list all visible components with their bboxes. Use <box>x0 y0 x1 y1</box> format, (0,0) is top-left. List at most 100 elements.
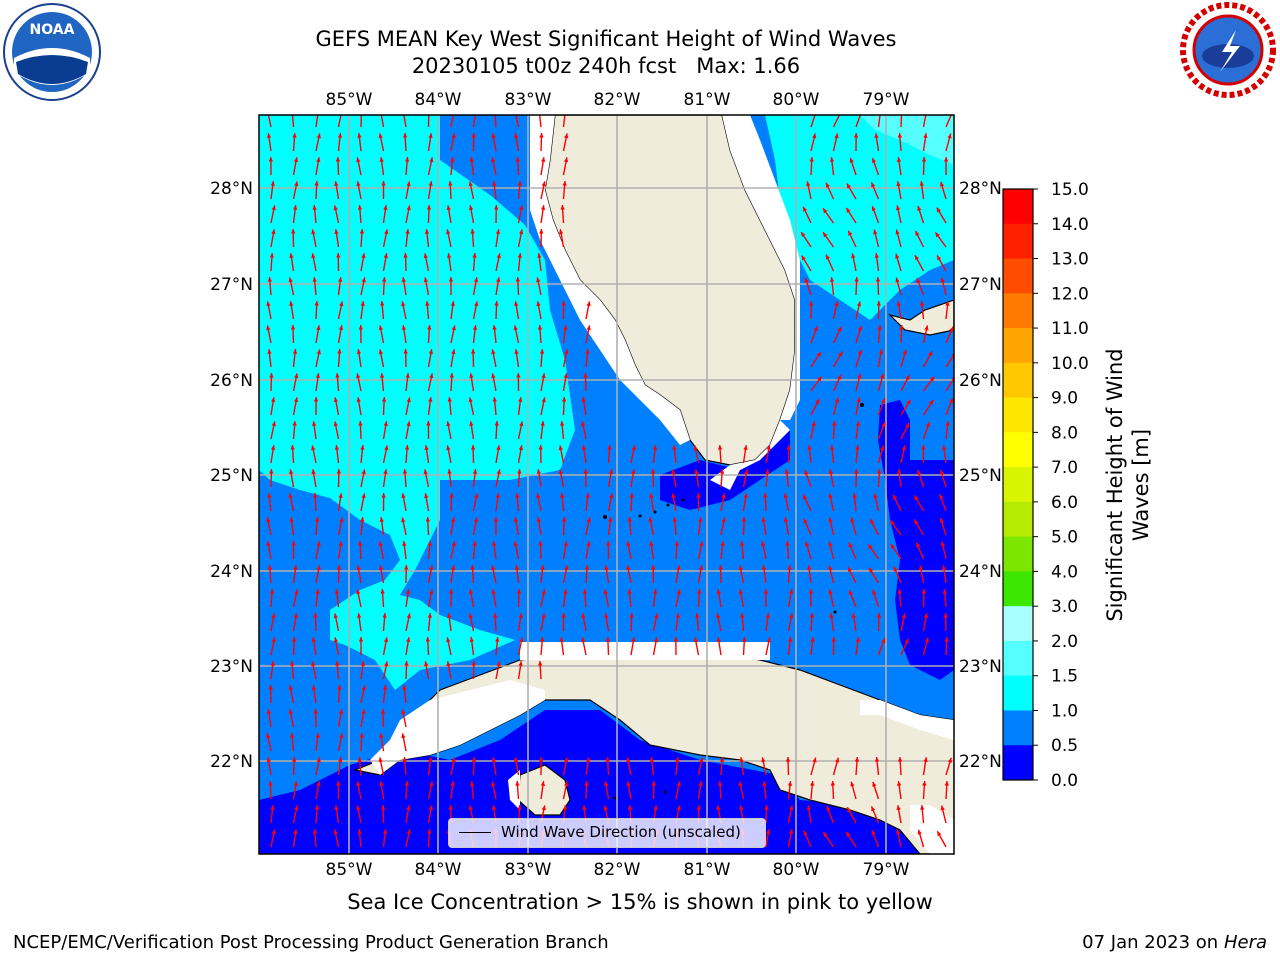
wave-direction-arrowhead <box>717 781 723 786</box>
wave-direction-arrowhead <box>474 301 479 307</box>
wave-direction-arrowhead <box>697 589 702 594</box>
wave-direction-arrowhead <box>849 157 854 163</box>
wave-direction-arrowhead <box>627 805 633 810</box>
wave-direction-arrowhead <box>468 613 473 619</box>
wave-direction-arrowhead <box>896 301 902 306</box>
wave-direction-arrowhead <box>939 494 944 500</box>
wave-direction-arrowhead <box>316 541 321 547</box>
wave-direction-arrowhead <box>401 709 406 715</box>
wave-direction-arrowhead <box>316 157 321 163</box>
wave-direction-arrowhead <box>720 541 725 546</box>
wave-direction-arrowhead <box>828 541 833 547</box>
wave-direction-arrowhead <box>694 469 699 474</box>
wave-direction-arrow <box>945 377 954 392</box>
wave-direction-arrowhead <box>266 733 271 739</box>
wave-direction-arrowhead <box>492 181 497 186</box>
lat-label: 23°N <box>210 657 253 677</box>
colorbar-tick-label: 5.0 <box>1051 528 1078 548</box>
lon-label: 84°W <box>415 90 462 110</box>
wave-direction-arrowhead <box>631 445 636 451</box>
wave-direction-arrowhead <box>471 757 477 762</box>
lon-label: 82°W <box>594 90 641 110</box>
wave-direction-arrowhead <box>562 517 567 522</box>
wave-direction-arrowhead <box>494 421 499 426</box>
wave-direction-arrowhead <box>311 253 316 259</box>
wave-direction-arrowhead <box>423 253 428 259</box>
wave-direction-arrowhead <box>406 613 411 619</box>
wave-direction-arrowhead <box>536 301 541 307</box>
wave-direction-arrowhead <box>338 325 344 331</box>
wave-direction-arrowhead <box>514 301 519 307</box>
wave-direction-arrowhead <box>921 157 927 162</box>
wave-direction-arrowhead <box>315 373 321 378</box>
wave-direction-arrowhead <box>449 493 454 498</box>
wave-direction-arrowhead <box>425 517 431 522</box>
wave-direction-arrowhead <box>451 541 456 547</box>
wave-direction-arrowhead <box>608 517 613 522</box>
wave-direction-arrowhead <box>872 781 877 787</box>
wave-direction-arrowhead <box>949 326 954 332</box>
wave-direction-arrowhead <box>721 493 726 499</box>
wave-direction-arrowhead <box>874 133 879 138</box>
colorbar-segment <box>1003 397 1033 433</box>
colorbar-tick-label: 0.0 <box>1051 771 1078 791</box>
lat-labels-right: 28°N 27°N 26°N 25°N 24°N 23°N 22°N <box>959 179 1002 772</box>
wave-direction-arrowhead <box>789 613 794 619</box>
wave-direction-arrowhead <box>312 421 317 426</box>
wave-direction-arrowhead <box>874 253 879 258</box>
wave-direction-arrowhead <box>267 277 273 282</box>
wave-direction-arrowhead <box>474 493 479 499</box>
wave-direction-arrowhead <box>896 805 901 811</box>
wave-direction-arrowhead <box>266 133 272 138</box>
wave-direction-arrowhead <box>676 565 681 571</box>
wave-direction-arrowhead <box>383 469 388 474</box>
wave-direction-arrowhead <box>606 541 611 546</box>
wave-direction-arrowhead <box>513 757 519 763</box>
wave-direction-arrowhead <box>914 519 919 525</box>
wave-direction-arrowhead <box>801 231 806 237</box>
wave-direction-arrowhead <box>541 157 546 163</box>
wave-direction-arrowhead <box>423 469 428 475</box>
wave-direction-arrowhead <box>495 637 500 642</box>
wave-direction-arrowhead <box>361 277 366 283</box>
wave-direction-arrowhead <box>448 805 453 810</box>
wave-direction-arrowhead <box>316 349 321 355</box>
wave-direction-arrowhead <box>603 805 608 811</box>
wave-direction-arrowhead <box>336 469 342 474</box>
wave-direction-arrowhead <box>361 253 366 259</box>
wave-direction-arrowhead <box>829 445 835 450</box>
wave-direction-arrowhead <box>766 445 771 451</box>
colorbar-segment <box>1003 293 1033 329</box>
wave-direction-arrowhead <box>269 373 274 378</box>
wave-direction-arrowhead <box>361 709 366 715</box>
wave-direction-arrowhead <box>905 375 910 381</box>
wave-direction-arrowhead <box>941 445 947 450</box>
wave-direction-arrowhead <box>654 613 659 619</box>
colorbar-segment <box>1003 640 1033 677</box>
wave-direction-arrowhead <box>857 373 862 379</box>
wave-direction-arrowhead <box>564 565 569 571</box>
wave-direction-arrowhead <box>539 133 544 138</box>
wave-direction-arrowhead <box>905 422 910 428</box>
wave-direction-arrowhead <box>825 182 830 188</box>
colorbar-segment <box>1003 223 1033 260</box>
wave-direction-arrowhead <box>924 109 928 114</box>
wave-direction-arrowhead <box>471 661 476 666</box>
wave-direction-arrowhead <box>563 109 567 114</box>
wave-direction-arrowhead <box>271 829 276 835</box>
lon-label: 85°W <box>326 90 373 110</box>
wave-direction-arrowhead <box>944 637 949 642</box>
lon-label: 79°W <box>863 90 910 110</box>
wave-direction-arrowhead <box>896 205 901 211</box>
footer-credit: NCEP/EMC/Verification Post Processing Pr… <box>13 932 609 953</box>
wave-direction-arrowhead <box>493 613 498 618</box>
plot-title: GEFS MEAN Key West Significant Height of… <box>206 26 1006 80</box>
wave-direction-arrowhead <box>787 565 792 570</box>
wave-direction-arrowhead <box>897 589 902 594</box>
wave-direction-arrowhead <box>541 589 546 595</box>
wave-direction-arrowhead <box>448 181 453 186</box>
wave-direction-arrowhead <box>337 685 342 690</box>
wave-direction-arrowhead <box>266 757 271 763</box>
wave-direction-arrowhead <box>896 829 901 835</box>
